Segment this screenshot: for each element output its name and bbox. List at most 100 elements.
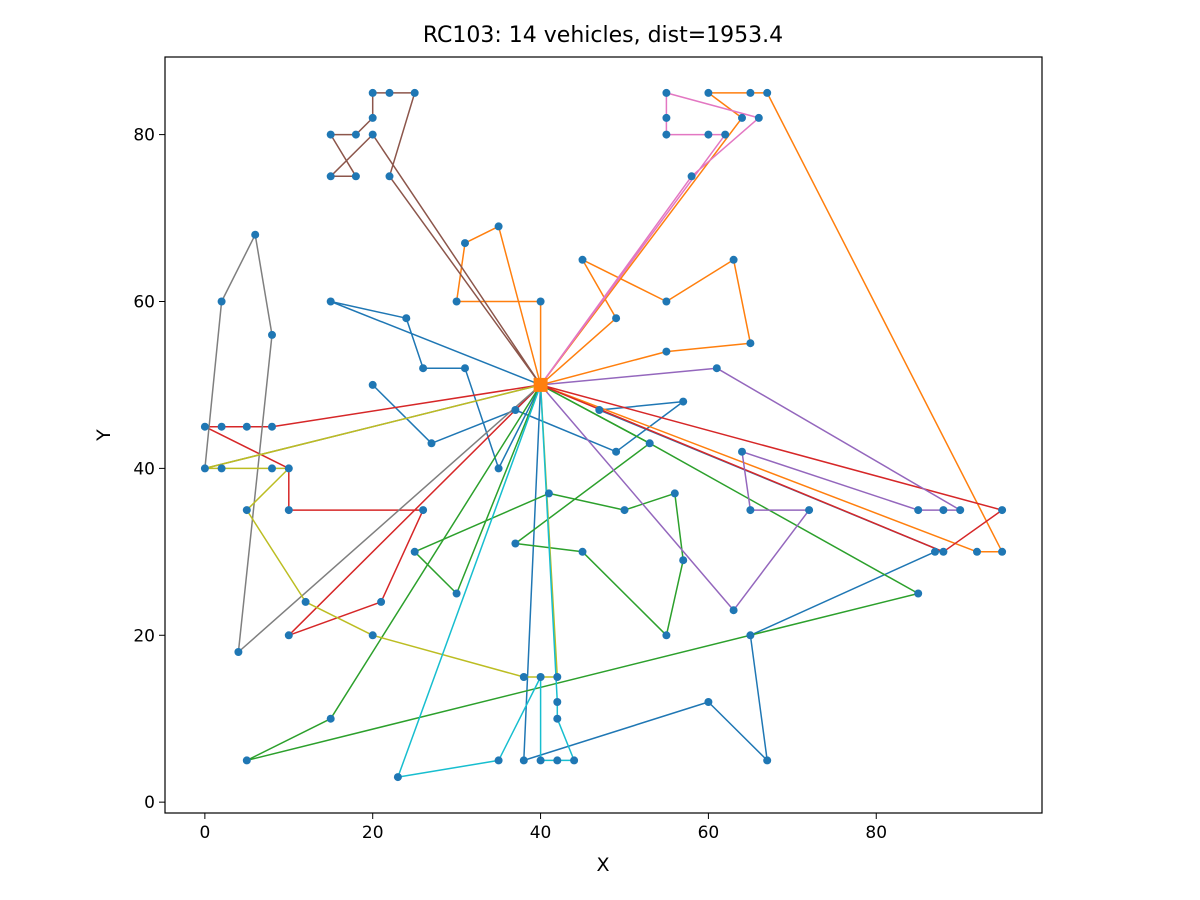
customer-point-72 xyxy=(385,88,394,97)
customer-point-89 xyxy=(242,506,251,515)
route-line-5 xyxy=(540,259,752,386)
customer-point-53 xyxy=(419,506,428,515)
customer-point-10 xyxy=(679,397,688,406)
customer-point-15 xyxy=(763,756,772,765)
customer-point-98 xyxy=(553,756,562,765)
customer-point-70 xyxy=(368,113,377,122)
customer-point-54 xyxy=(377,597,386,606)
customer-point-96 xyxy=(536,673,545,681)
customer-point-49 xyxy=(217,422,226,431)
customer-point-24 xyxy=(662,297,671,306)
customer-point-47 xyxy=(268,422,276,431)
customer-point-61 xyxy=(738,447,746,456)
customer-point-12 xyxy=(939,547,948,556)
customer-point-73 xyxy=(410,88,419,97)
customer-point-57 xyxy=(712,364,721,373)
route-line-12 xyxy=(329,92,542,386)
customer-point-81 xyxy=(687,172,696,181)
customer-point-26 xyxy=(746,339,755,348)
customer-point-27 xyxy=(662,347,671,356)
customer-point-3 xyxy=(419,364,428,373)
customer-point-90 xyxy=(301,597,310,606)
route-line-4 xyxy=(455,225,542,386)
customer-point-17 xyxy=(519,756,528,765)
customer-points-layer xyxy=(200,88,1007,782)
customer-point-82 xyxy=(234,648,243,656)
customer-point-91 xyxy=(368,631,377,640)
customer-point-80 xyxy=(754,113,763,122)
customer-point-75 xyxy=(721,130,730,139)
customer-point-25 xyxy=(729,255,738,264)
customer-point-60 xyxy=(914,506,923,515)
customer-point-97 xyxy=(536,756,545,765)
customer-point-8 xyxy=(368,380,377,389)
y-axis-label: Y xyxy=(93,429,115,442)
x-axis: 0 20 40 60 80 xyxy=(199,813,887,843)
customer-point-68 xyxy=(326,130,335,139)
customer-point-18 xyxy=(536,297,545,306)
customer-point-20 xyxy=(461,239,469,248)
customer-point-83 xyxy=(268,330,276,339)
customer-point-33 xyxy=(738,113,746,122)
route-line-11 xyxy=(540,367,961,611)
customer-point-79 xyxy=(662,88,671,97)
customer-point-86 xyxy=(200,464,209,473)
x-tick-label-60: 60 xyxy=(698,823,720,843)
depot-layer xyxy=(533,377,548,392)
customer-point-21 xyxy=(494,222,503,231)
customer-point-77 xyxy=(662,130,671,139)
customer-point-59 xyxy=(939,506,948,515)
customer-point-41 xyxy=(620,506,629,515)
customer-point-67 xyxy=(351,172,360,181)
customer-point-22 xyxy=(612,314,621,323)
customer-point-56 xyxy=(998,506,1007,515)
customer-point-34 xyxy=(645,439,654,448)
customer-point-6 xyxy=(511,406,520,414)
customer-point-38 xyxy=(452,589,461,598)
customer-point-7 xyxy=(427,439,436,448)
customer-point-88 xyxy=(268,464,276,473)
customer-point-94 xyxy=(393,773,402,782)
customer-point-87 xyxy=(217,464,226,473)
customer-point-84 xyxy=(251,230,260,239)
customer-point-32 xyxy=(704,88,713,97)
customer-point-74 xyxy=(385,172,394,181)
customer-point-2 xyxy=(402,314,411,323)
customer-point-65 xyxy=(368,130,377,139)
customer-point-1 xyxy=(326,297,335,306)
customer-point-19 xyxy=(452,297,461,306)
customer-point-30 xyxy=(763,88,772,97)
customer-point-35 xyxy=(914,589,923,598)
customer-point-93 xyxy=(553,673,562,681)
customer-point-52 xyxy=(284,506,293,515)
customer-point-55 xyxy=(284,631,293,640)
x-tick-label-0: 0 xyxy=(199,823,210,843)
customer-point-76 xyxy=(704,130,713,139)
route-line-16 xyxy=(397,384,575,778)
customer-point-9 xyxy=(612,447,621,456)
depot-marker xyxy=(533,377,548,392)
customer-point-5 xyxy=(494,464,503,473)
customer-point-23 xyxy=(578,255,587,264)
customer-point-42 xyxy=(670,489,679,498)
customer-point-99 xyxy=(570,756,579,765)
customer-point-71 xyxy=(368,88,377,97)
x-tick-label-40: 40 xyxy=(530,823,552,843)
y-tick-label-60: 60 xyxy=(133,292,155,312)
chart-title: RC103: 14 vehicles, dist=1953.4 xyxy=(423,23,783,48)
customer-point-11 xyxy=(595,406,604,414)
customer-point-4 xyxy=(461,364,469,373)
customer-point-39 xyxy=(410,547,419,556)
customer-point-46 xyxy=(511,539,520,548)
customer-point-66 xyxy=(326,172,335,181)
x-axis-label: X xyxy=(596,854,609,876)
customer-point-63 xyxy=(805,506,814,515)
customer-point-44 xyxy=(662,631,671,640)
y-tick-label-0: 0 xyxy=(144,793,155,813)
customer-point-43 xyxy=(679,556,688,565)
plot-frame xyxy=(164,56,1043,814)
customer-point-40 xyxy=(544,489,553,498)
customer-point-62 xyxy=(746,506,755,515)
